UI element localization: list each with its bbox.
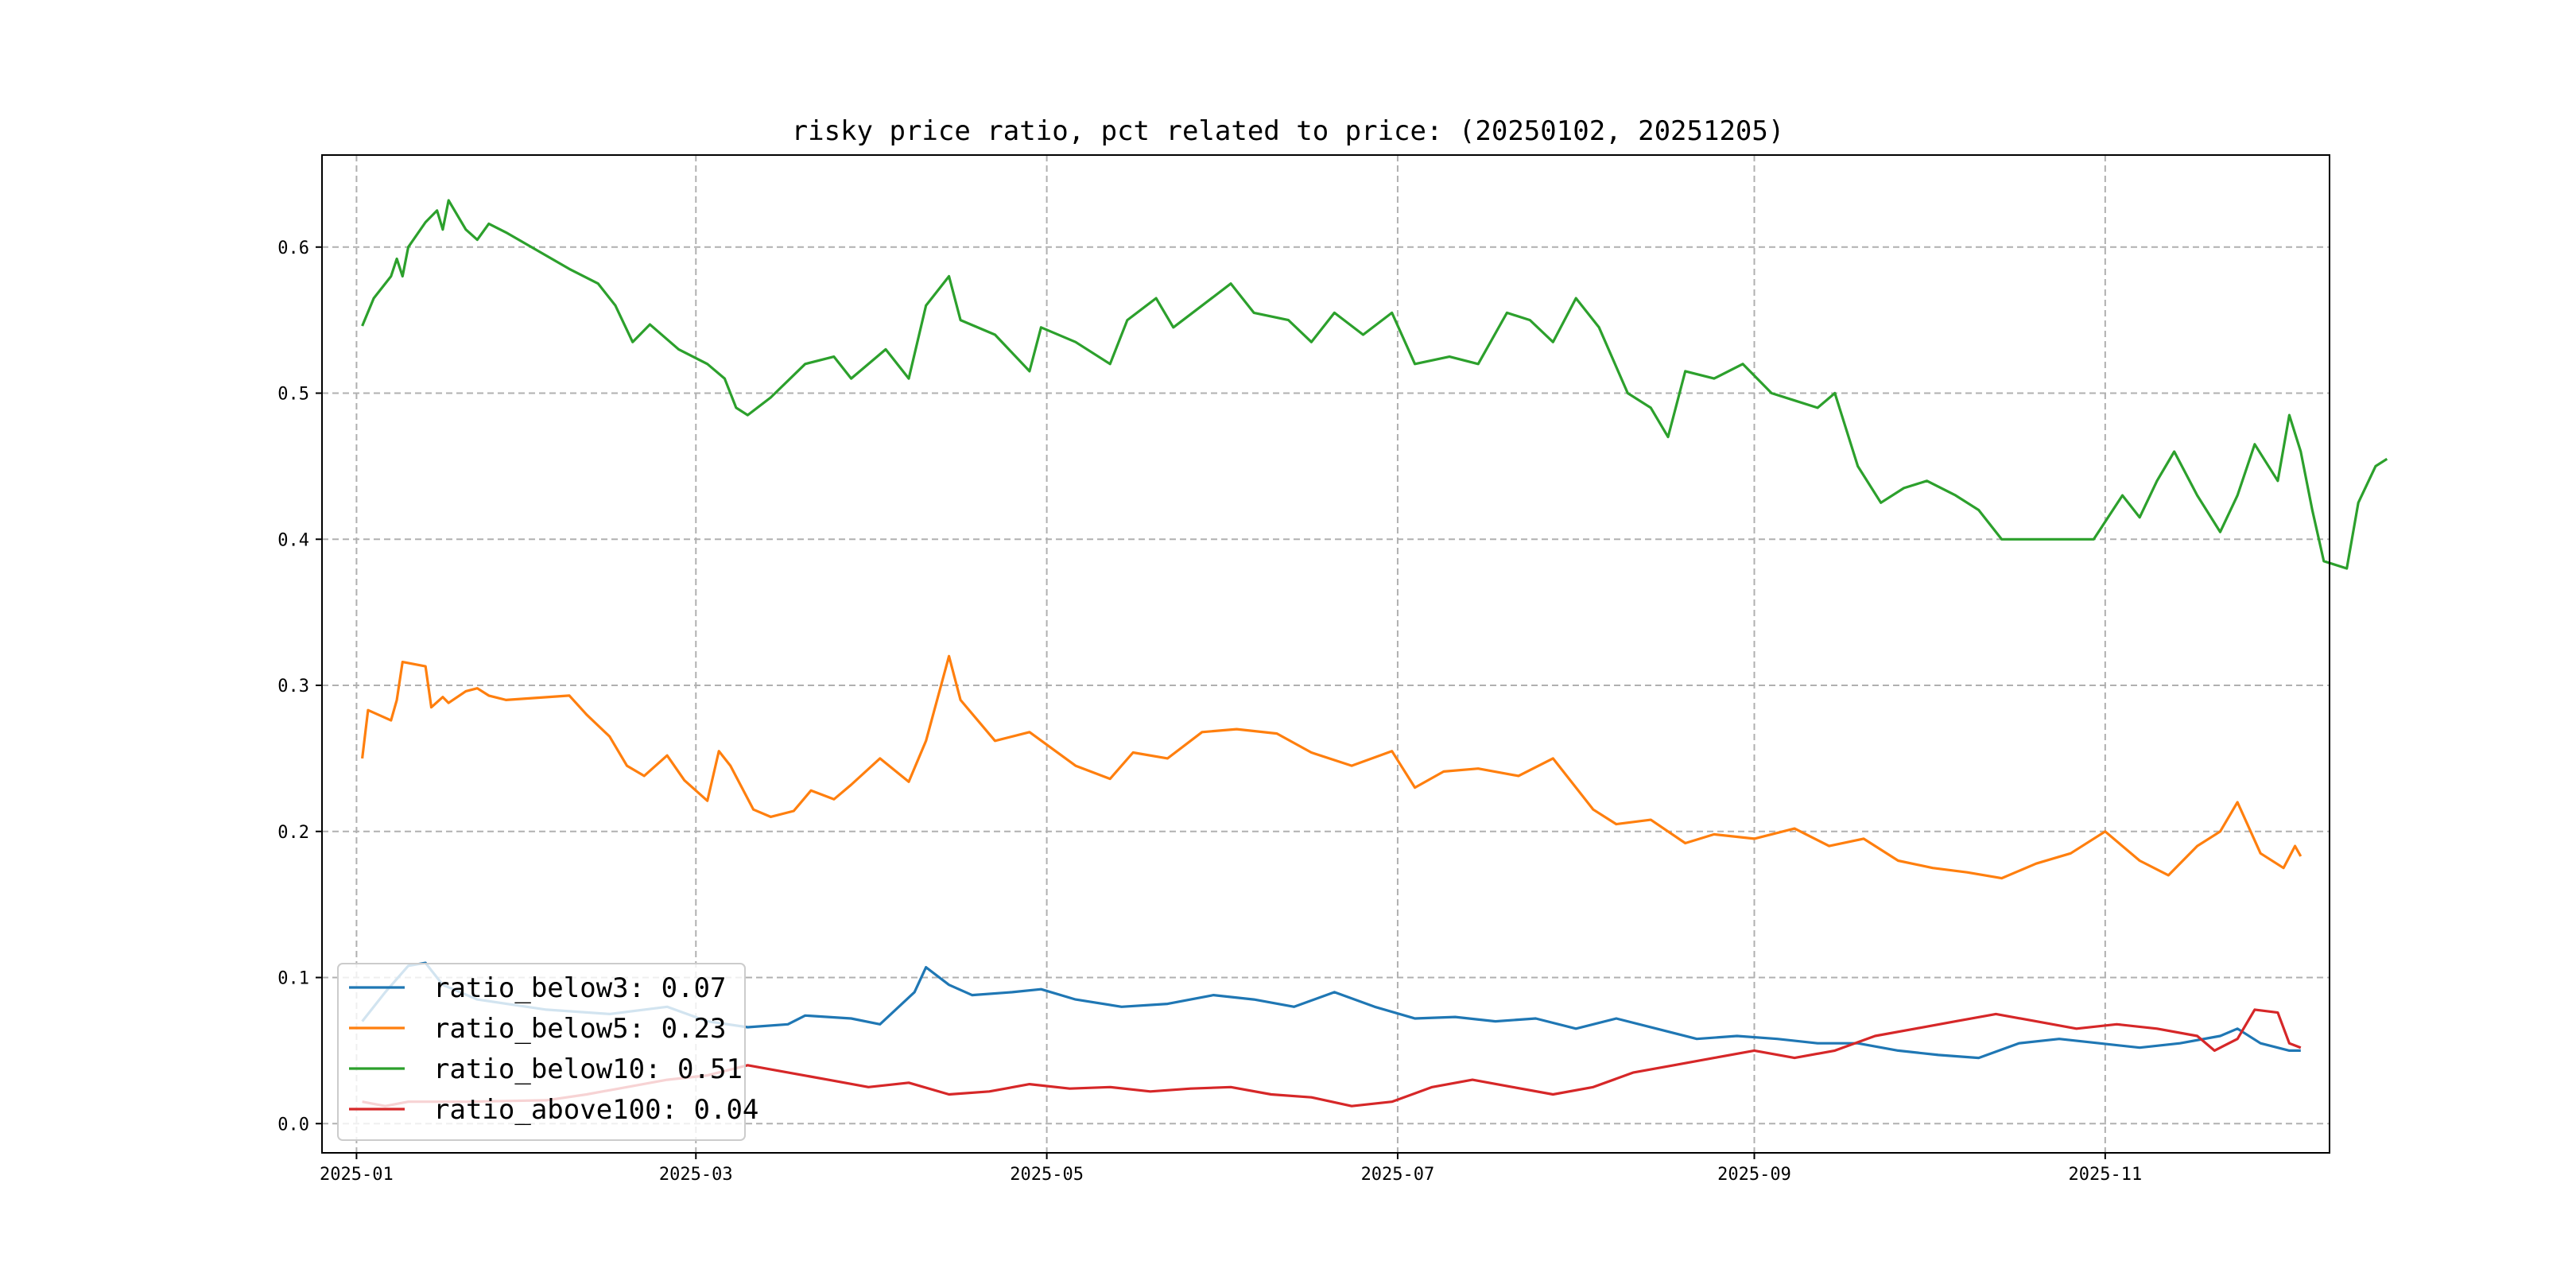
axis-ticks: 0.0 0.1 0.2 0.3 0.4 0.5 0.6 2025-01 2025-03 2025-… (277, 239, 2142, 1185)
series-line-ratio-below10 (361, 199, 2388, 570)
legend-label: ratio_above100: 0.04 (433, 1094, 758, 1126)
x-tick-label: 2025-05 (1010, 1165, 1084, 1185)
x-tick-label: 2025-11 (2068, 1165, 2142, 1185)
y-tick-label: 0.5 (277, 385, 309, 405)
legend-box (337, 963, 746, 1141)
x-tick-label: 2025-01 (320, 1165, 394, 1185)
series-line-ratio-below5 (361, 654, 2302, 880)
y-tick-label: 0.4 (277, 530, 309, 550)
y-tick-label: 0.2 (277, 823, 309, 843)
grid (322, 155, 2330, 1153)
x-tick-label: 2025-03 (659, 1165, 733, 1185)
x-tick-label: 2025-09 (1717, 1165, 1791, 1185)
y-tick-label: 0.1 (277, 969, 309, 989)
y-tick-label: 0.6 (277, 239, 309, 258)
chart-title: risky price ratio, pct related to price:… (792, 115, 1785, 147)
legend: ratio_below3: 0.07 ratio_below5: 0.23 rati… (337, 963, 758, 1141)
plot-frame (321, 154, 2330, 1154)
legend-label: ratio_below10: 0.51 (433, 1053, 743, 1085)
legend-label: ratio_below3: 0.07 (433, 972, 726, 1004)
legend-label: ratio_below5: 0.23 (433, 1013, 726, 1045)
x-tick-label: 2025-07 (1361, 1165, 1435, 1185)
y-tick-label: 0.0 (277, 1115, 309, 1135)
y-tick-label: 0.3 (277, 677, 309, 696)
